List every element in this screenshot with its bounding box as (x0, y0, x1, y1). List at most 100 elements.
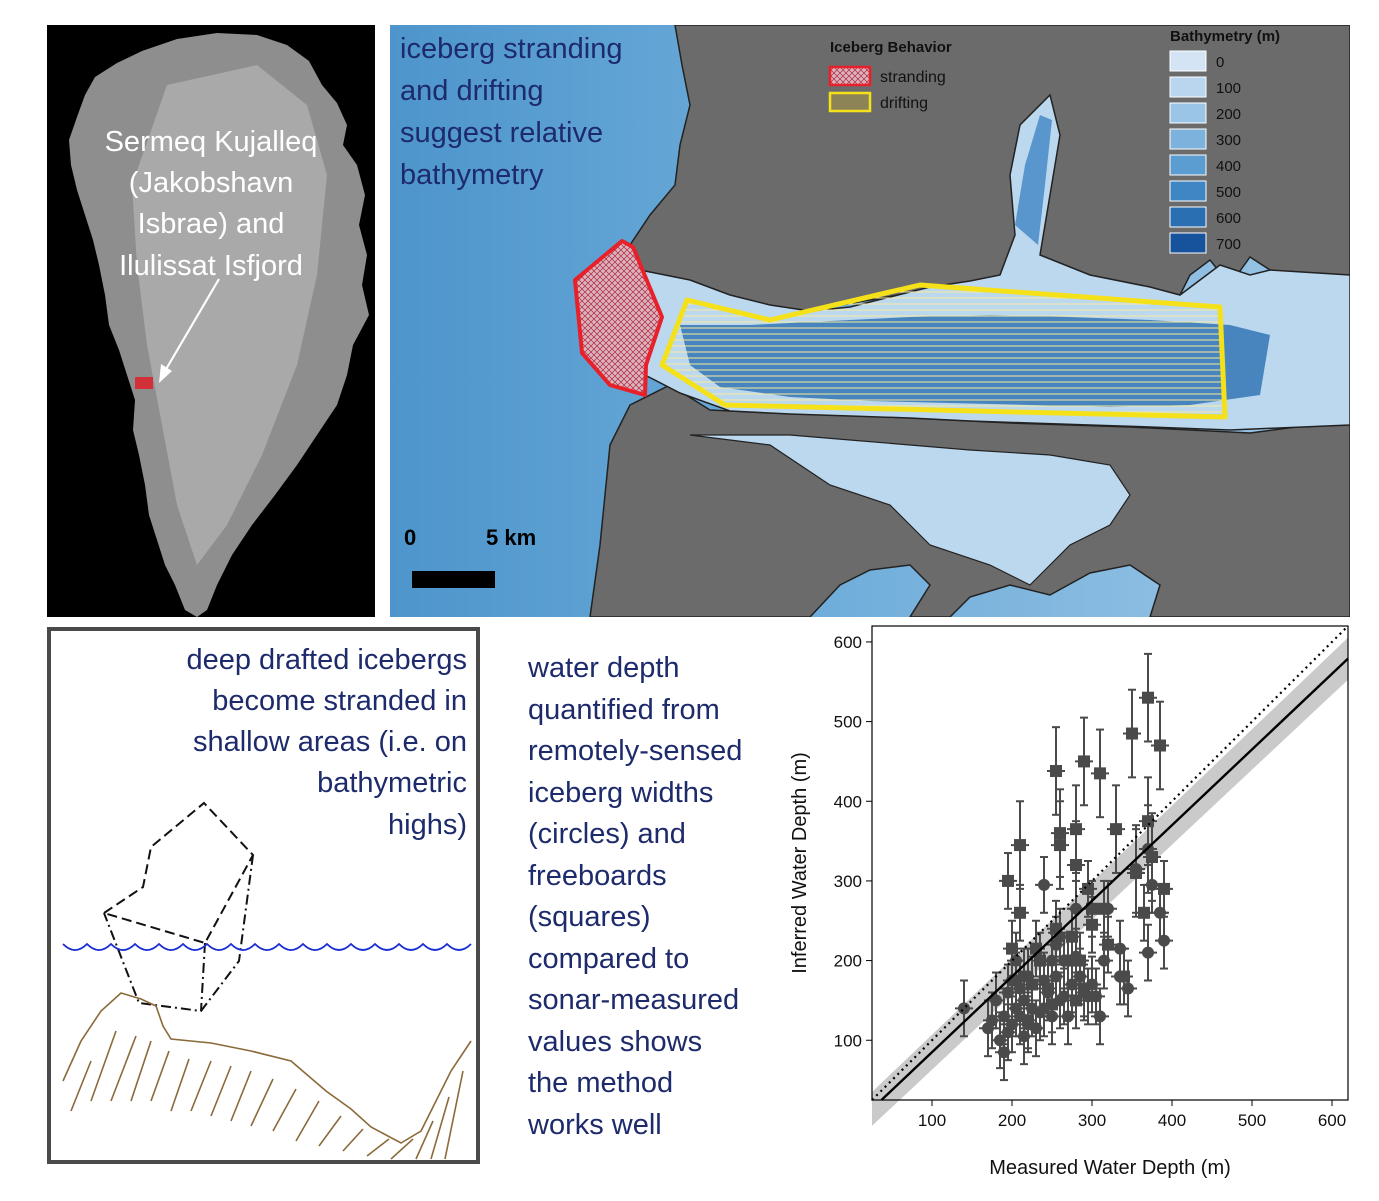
y-tick-label-600: 600 (834, 633, 862, 652)
method-text-line-12: works well (528, 1108, 662, 1141)
southern-water (689, 434, 1131, 586)
schematic-text-line-2: become stranded in (212, 685, 467, 717)
circle-point-4 (991, 1011, 1009, 1070)
bathymetry-legend-label-200: 200 (1216, 106, 1241, 123)
square-point-31 (1127, 828, 1145, 918)
circle-point-3 (987, 971, 1005, 1030)
x-axis-label: Measured Water Depth (m) (989, 1157, 1231, 1179)
square-point-4 (1011, 800, 1029, 890)
square-point-18 (1067, 820, 1085, 910)
square-point-35 (1143, 812, 1161, 902)
bathymetry-swatch-100 (1169, 76, 1207, 98)
square-point-27 (1099, 915, 1117, 974)
bathy-title-line-1: iceberg stranding (400, 33, 622, 65)
square-point-26 (1095, 879, 1113, 938)
method-text-line-11: the method (528, 1067, 674, 1099)
square-point-6 (1019, 991, 1037, 1050)
legend-label-drifting: drifting (880, 95, 928, 112)
greenland-overview-map: Sermeq Kujalleq (Jakobshavn Isbrae) and … (47, 25, 375, 617)
circle-point-44 (1139, 923, 1157, 982)
method-text-line-10: values shows (528, 1025, 703, 1058)
circle-point-48 (1155, 911, 1173, 970)
bathymetry-swatch-200 (1169, 102, 1207, 124)
stranding-schematic: deep drafted icebergs become stranded in… (47, 627, 480, 1164)
behavior-legend-title: Iceberg Behavior (830, 39, 952, 56)
waterline (62, 942, 472, 951)
bathymetry-legend-label-100: 100 (1216, 80, 1241, 97)
circle-point-0 (955, 979, 973, 1038)
schematic-text-line-5: highs) (388, 809, 467, 841)
legend-swatch-drifting (828, 91, 872, 113)
circle-point-42 (1119, 959, 1137, 1018)
legend-label-stranding: stranding (880, 69, 946, 86)
method-text-line-8: compared to (528, 942, 690, 975)
pointer-arrow (164, 278, 220, 372)
square-point-32 (1135, 883, 1153, 942)
study-area-marker (135, 377, 153, 389)
bathy-title-line-4: bathymetry (400, 159, 544, 191)
method-text-line-5: (circles) and (528, 818, 686, 850)
bathymetry-swatch-700 (1169, 232, 1207, 254)
y-tick-label-400: 400 (834, 792, 862, 811)
seabed (62, 992, 472, 1160)
method-text-line-6: freeboards (528, 859, 667, 892)
bathymetry-map-graphic: iceberg stranding and drifting suggest r… (390, 24, 1351, 618)
plot-frame (871, 625, 1349, 1101)
bathymetry-legend-label-600: 600 (1216, 210, 1241, 227)
method-text-line-1: water depth (528, 652, 680, 684)
greenland-label-line-4: Ilulissat Isfjord (119, 250, 303, 282)
schematic-text-line-1: deep drafted icebergs (186, 644, 467, 676)
x-tick-label-200: 200 (998, 1111, 1026, 1130)
method-description: water depth quantified from remotely-sen… (528, 648, 798, 1146)
greenland-label-line-1: Sermeq Kujalleq (105, 126, 318, 158)
one-to-one-reference-line (871, 625, 1349, 1101)
bathymetry-swatch-500 (1169, 180, 1207, 202)
square-point-12 (1047, 726, 1065, 816)
square-point-19 (1067, 971, 1085, 1030)
stranding-region (573, 239, 664, 397)
schematic-text-line-4: bathymetric (317, 767, 467, 799)
y-axis-label: Inferred Water Depth (m) (789, 752, 811, 974)
greenland-ice-interior (132, 65, 327, 565)
bathymetry-swatch-300 (1169, 128, 1207, 150)
square-point-3 (1011, 883, 1029, 942)
square-point-39 (1083, 895, 1101, 954)
square-point-36 (1151, 700, 1169, 791)
bathymetry-legend-label-700: 700 (1216, 236, 1241, 253)
bathymetry-swatch-0 (1169, 50, 1207, 72)
square-point-29 (1115, 947, 1133, 1006)
square-point-25 (1091, 728, 1109, 819)
bathymetry-map: iceberg stranding and drifting suggest r… (390, 24, 1351, 618)
circle-point-49 (1035, 856, 1053, 914)
x-tick-label-300: 300 (1078, 1111, 1106, 1130)
bathymetry-legend-label-0: 0 (1216, 54, 1224, 71)
square-point-38 (1031, 931, 1049, 990)
square-point-21 (1075, 716, 1093, 807)
greenland-label-line-3: Isbrae) and (138, 208, 285, 240)
schematic-graphic: deep drafted icebergs become stranded in… (62, 644, 472, 1160)
bathymetry-swatch-600 (1169, 206, 1207, 228)
method-text-line-4: iceberg widths (528, 776, 714, 809)
y-tick-label-300: 300 (834, 872, 862, 891)
greenland-label-line-2: (Jakobshavn (129, 167, 293, 199)
schematic-text-line-3: shallow areas (i.e. on (193, 726, 467, 758)
circle-point-54 (1087, 967, 1105, 1026)
scale-bar-start-label: 0 (404, 525, 416, 550)
y-tick-label-200: 200 (834, 952, 862, 971)
method-text-line-3: remotely-sensed (528, 735, 743, 767)
bathymetry-legend-label-500: 500 (1216, 184, 1241, 201)
regression-fit-line (880, 657, 1349, 1101)
square-point-33 (1139, 652, 1157, 743)
scale-bar-rule (412, 571, 495, 588)
square-point-0 (999, 852, 1017, 910)
pointer-arrowhead (159, 364, 172, 383)
bathymetry-swatch-400 (1169, 154, 1207, 176)
square-point-22 (1075, 959, 1093, 1018)
bathy-title-line-3: suggest relative (400, 117, 603, 149)
y-tick-label-500: 500 (834, 713, 862, 732)
bathymetry-legend-title: Bathymetry (m) (1170, 28, 1280, 45)
bathy-title-line-2: and drifting (400, 75, 544, 107)
legend-swatch-stranding (828, 65, 872, 87)
behavior-legend: Iceberg Behavior stranding drifting (828, 39, 952, 113)
square-point-37 (1155, 860, 1173, 918)
